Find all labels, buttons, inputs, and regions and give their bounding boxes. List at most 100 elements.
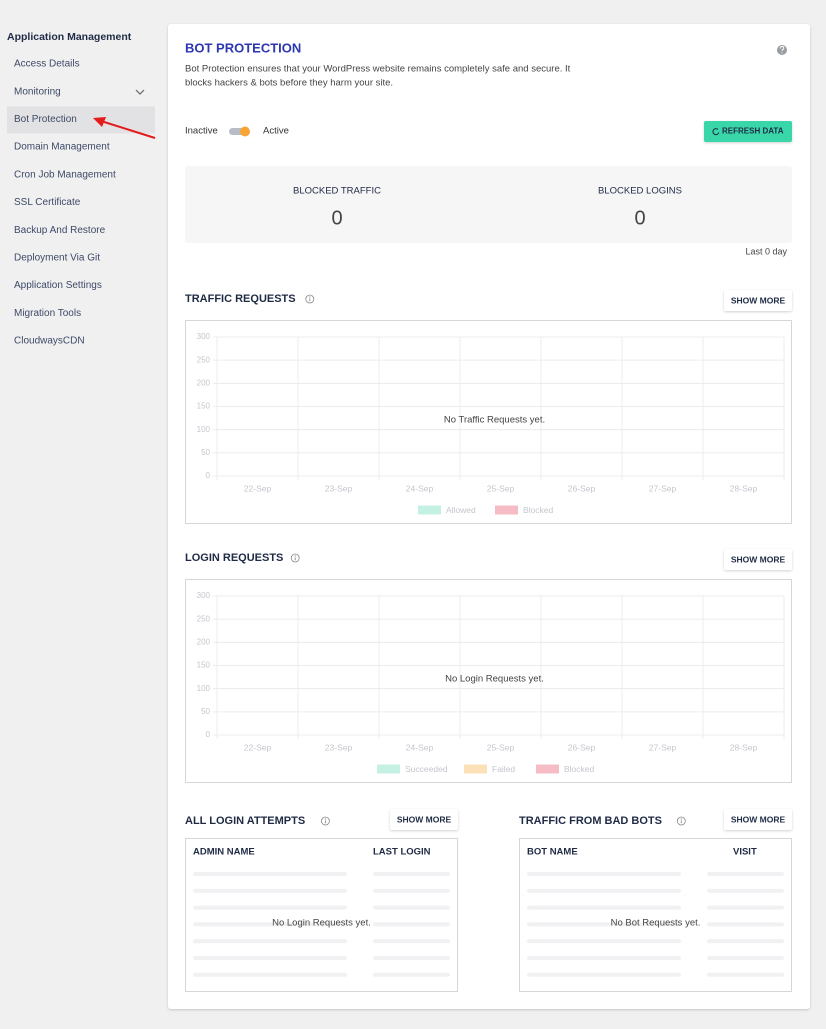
x-tick-label: 22-Sep xyxy=(244,742,272,752)
x-tick-label: 25-Sep xyxy=(487,742,515,752)
column-header: BOT NAME xyxy=(527,847,578,858)
skeleton-row xyxy=(527,888,681,893)
legend-label: Failed xyxy=(492,764,515,774)
skeleton-row xyxy=(373,956,450,960)
legend-swatch xyxy=(377,764,400,774)
skeleton-row xyxy=(193,956,347,960)
description: Bot Protection ensures that your WordPre… xyxy=(185,64,571,75)
skeleton-row xyxy=(193,905,347,910)
info-icon xyxy=(305,294,315,304)
legend-label: Blocked xyxy=(564,764,595,774)
y-tick-label: 250 xyxy=(197,614,211,623)
y-tick-label: 50 xyxy=(201,707,210,716)
sidebar-item[interactable]: Access Details xyxy=(14,59,80,70)
sidebar-item[interactable]: Application Settings xyxy=(14,280,102,291)
refresh-label[interactable]: REFRESH DATA xyxy=(722,127,784,136)
sidebar-item[interactable]: Migration Tools xyxy=(14,308,81,319)
x-tick-label: 28-Sep xyxy=(730,742,758,752)
legend-label: Succeeded xyxy=(405,764,448,774)
x-tick-label: 22-Sep xyxy=(244,483,272,493)
skeleton-row xyxy=(707,922,784,927)
sidebar-heading: Application Management xyxy=(7,31,132,43)
empty-message: No Bot Requests yet. xyxy=(611,918,701,929)
chart-box xyxy=(185,320,792,524)
x-tick-label: 24-Sep xyxy=(406,742,434,752)
y-tick-label: 0 xyxy=(206,471,211,480)
page-title: BOT PROTECTION xyxy=(185,40,301,55)
sidebar-item[interactable]: Backup And Restore xyxy=(14,225,106,236)
skeleton-row xyxy=(707,972,784,977)
toggle-off-label: Inactive xyxy=(185,126,218,137)
y-tick-label: 200 xyxy=(197,637,211,646)
skeleton-row xyxy=(527,905,681,910)
refresh-button[interactable] xyxy=(704,121,792,142)
show-more-label[interactable]: SHOW MORE xyxy=(731,814,786,824)
column-header: VISIT xyxy=(733,847,757,858)
stat-label: BLOCKED TRAFFIC xyxy=(293,186,381,197)
skeleton-row xyxy=(193,922,347,927)
sidebar-item[interactable]: Domain Management xyxy=(14,142,110,153)
help-icon-mark xyxy=(779,45,785,51)
show-more-label[interactable]: SHOW MORE xyxy=(731,295,786,305)
period-label: Last 0 day xyxy=(745,246,787,256)
x-tick-label: 24-Sep xyxy=(406,483,434,493)
toggle-on-label: Active xyxy=(263,126,289,137)
y-tick-label: 200 xyxy=(197,378,211,387)
sidebar-item[interactable]: CloudwaysCDN xyxy=(14,336,85,347)
chart-title: TRAFFIC REQUESTS xyxy=(185,293,296,305)
chevron xyxy=(135,89,145,95)
help-icon-dot xyxy=(781,52,783,54)
skeleton-row xyxy=(193,872,347,876)
skeleton-row xyxy=(373,939,450,944)
empty-message: No Traffic Requests yet. xyxy=(444,415,545,426)
info-icon-dot xyxy=(324,818,326,820)
show-more-button[interactable] xyxy=(390,809,458,830)
y-tick-label: 150 xyxy=(197,402,211,411)
y-tick-label: 50 xyxy=(201,448,210,457)
sidebar-item[interactable]: Cron Job Management xyxy=(14,169,116,180)
sidebar-item[interactable]: SSL Certificate xyxy=(14,197,81,208)
legend-swatch xyxy=(536,764,559,774)
skeleton-row xyxy=(373,872,450,876)
show-more-button[interactable] xyxy=(724,290,792,311)
skeleton-row xyxy=(527,956,681,960)
x-tick-label: 23-Sep xyxy=(325,483,353,493)
info-icon-dot xyxy=(309,296,311,298)
active-item-bg xyxy=(7,106,155,134)
y-tick-label: 100 xyxy=(197,684,211,693)
x-tick-label: 28-Sep xyxy=(730,483,758,493)
refresh-icon xyxy=(712,128,720,136)
show-more-button[interactable] xyxy=(724,809,792,830)
x-tick-label: 26-Sep xyxy=(568,742,596,752)
skeleton-row xyxy=(527,922,681,927)
skeleton-row xyxy=(193,939,347,944)
x-tick-label: 27-Sep xyxy=(649,742,677,752)
annotation-arrow xyxy=(100,120,156,139)
y-tick-label: 150 xyxy=(197,661,211,670)
show-more-label[interactable]: SHOW MORE xyxy=(731,554,786,564)
x-tick-label: 27-Sep xyxy=(649,483,677,493)
chart-box xyxy=(185,579,792,783)
info-icon xyxy=(676,816,686,826)
sidebar-item[interactable]: Bot Protection xyxy=(14,114,77,125)
skeleton-row xyxy=(373,972,450,977)
show-more-button[interactable] xyxy=(724,549,792,570)
x-tick-label: 26-Sep xyxy=(568,483,596,493)
empty-message: No Login Requests yet. xyxy=(272,918,371,929)
info-icon xyxy=(290,553,300,563)
legend-label: Allowed xyxy=(446,505,476,515)
show-more-label[interactable]: SHOW MORE xyxy=(397,814,452,824)
skeleton-row xyxy=(707,888,784,893)
chart-title: LOGIN REQUESTS xyxy=(185,552,283,564)
skeleton-row xyxy=(707,939,784,944)
skeleton-row xyxy=(373,922,450,927)
y-tick-label: 300 xyxy=(197,591,211,600)
sidebar-item[interactable]: Monitoring xyxy=(14,86,61,97)
info-icon-dot xyxy=(680,818,682,820)
sidebar-item[interactable]: Deployment Via Git xyxy=(14,253,100,264)
table-box xyxy=(519,838,792,992)
annotation-arrowhead xyxy=(93,117,106,127)
toggle-knob[interactable] xyxy=(240,126,250,137)
skeleton-row xyxy=(193,888,347,893)
y-tick-label: 250 xyxy=(197,355,211,364)
